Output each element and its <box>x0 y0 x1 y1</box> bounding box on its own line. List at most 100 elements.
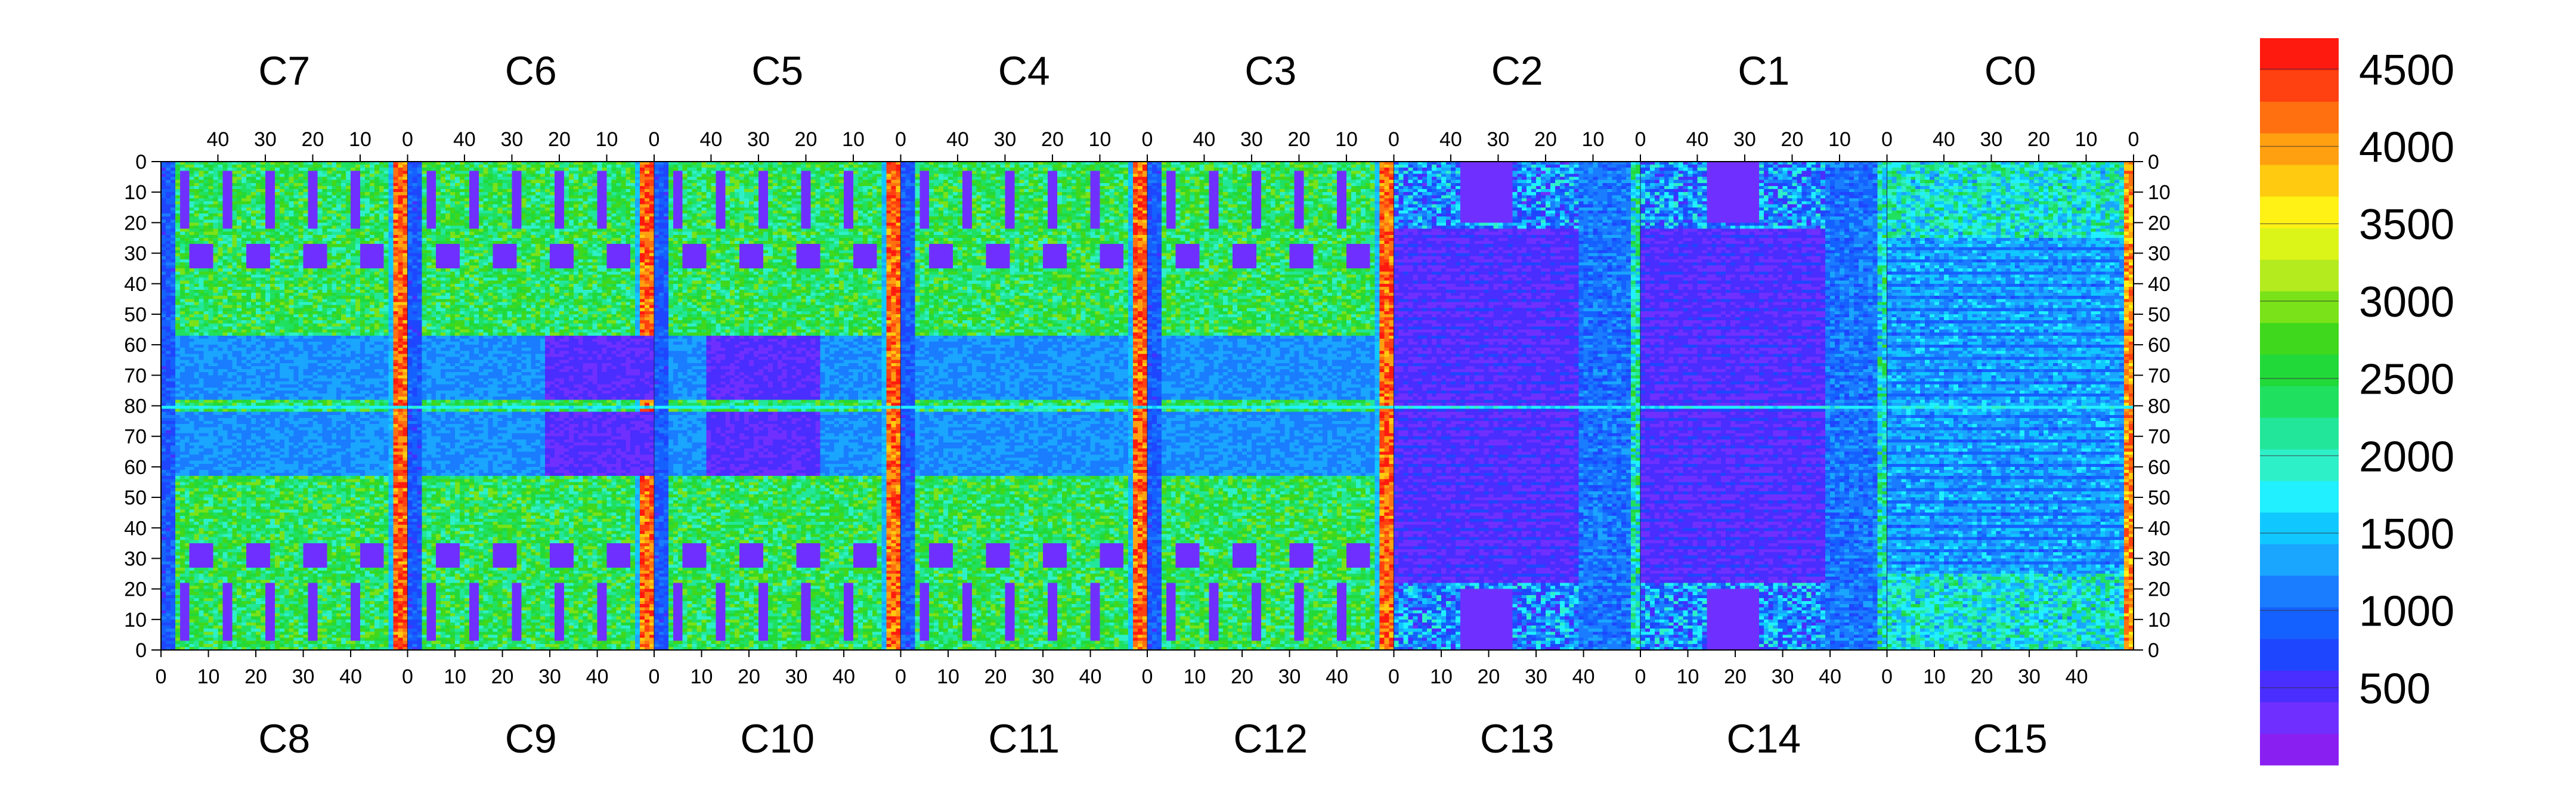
y-tick-label-right: 50 <box>2148 487 2171 509</box>
bottom-x-tick-label: 0 <box>1635 665 1646 688</box>
bottom-x-tick-label: 30 <box>1032 665 1054 688</box>
bottom-x-tick-label: 20 <box>1231 665 1253 688</box>
top-x-tick-label: 0 <box>1635 128 1646 151</box>
top-x-tick-label: 30 <box>501 128 524 151</box>
colorbar-band <box>2260 386 2339 418</box>
chip-label-bottom: C15 <box>1973 716 2048 761</box>
top-x-tick-label: 20 <box>1288 128 1311 151</box>
colorbar-band <box>2260 38 2339 70</box>
y-tick-label-left: 40 <box>124 273 147 296</box>
bottom-x-tick-label: 0 <box>1142 665 1153 688</box>
chip-label-bottom: C11 <box>988 716 1060 761</box>
colorbar-band <box>2260 733 2339 766</box>
y-tick-label-left: 70 <box>124 364 147 387</box>
y-tick-label-right: 30 <box>2148 547 2171 570</box>
bottom-x-tick-label: 40 <box>586 665 609 688</box>
y-tick-label-right: 60 <box>2148 456 2171 479</box>
bottom-x-tick-label: 20 <box>1971 665 1993 688</box>
colorbar-tick-label: 1000 <box>2359 588 2454 636</box>
y-tick-label-right: 10 <box>2148 609 2171 631</box>
bottom-x-tick-label: 20 <box>1478 665 1500 688</box>
colorbar-band <box>2260 607 2339 639</box>
y-tick-label-left: 50 <box>124 304 147 326</box>
top-x-tick-label: 40 <box>1439 128 1462 151</box>
bottom-x-tick-label: 40 <box>1326 665 1348 688</box>
top-x-tick-label: 0 <box>895 128 906 151</box>
chip-label-bottom: C10 <box>740 716 815 761</box>
colorbar: 500 1000 1500 2000 2500 3000 3500 4000 4500 <box>2260 38 2454 766</box>
bottom-x-tick-label: 40 <box>1819 665 1841 688</box>
y-tick-label-left: 40 <box>124 517 147 540</box>
top-x-tick-label: 10 <box>1582 128 1605 151</box>
top-x-tick-label: 40 <box>1686 128 1709 151</box>
colorbar-tick-label: 2000 <box>2359 433 2454 481</box>
bottom-x-tick-label: 20 <box>738 665 760 688</box>
bottom-x-tick-label: 0 <box>649 665 660 688</box>
bottom-x-tick-label: 10 <box>1184 665 1206 688</box>
bottom-x-tick-label: 40 <box>832 665 855 688</box>
bottom-x-tick-label: 10 <box>1677 665 1699 688</box>
bottom-x-tick-label: 30 <box>1772 665 1794 688</box>
top-x-tick-label: 20 <box>795 128 818 151</box>
y-tick-label-left: 80 <box>124 395 147 418</box>
y-tick-label-right: 70 <box>2148 426 2171 448</box>
colorbar-tick-label: 2500 <box>2359 356 2454 404</box>
y-tick-label-left: 10 <box>124 181 147 204</box>
chip-label-top: C2 <box>1491 48 1543 94</box>
chip-label-top: C6 <box>505 48 557 94</box>
top-x-tick-label: 0 <box>1142 128 1153 151</box>
top-x-tick-label: 30 <box>994 128 1017 151</box>
bottom-x-tick-label: 0 <box>1881 665 1893 688</box>
chip-separator-lines <box>407 162 1887 650</box>
y-tick-label-left: 50 <box>124 487 147 509</box>
chip-label-top: C1 <box>1738 48 1789 94</box>
colorbar-band <box>2260 354 2339 386</box>
y-tick-label-right: 20 <box>2148 212 2171 234</box>
top-x-tick-label: 10 <box>349 128 371 151</box>
chip-label-top: C7 <box>258 48 310 94</box>
chip-label-top: C5 <box>751 48 803 94</box>
y-tick-label-right: 0 <box>2148 639 2159 662</box>
bottom-x-tick-label: 40 <box>339 665 362 688</box>
chip-labels: C7 C8 C6 C9 C5 C10 C4 C11 C3 C12 C2 C13 C1 C14 C0 C15 <box>258 48 2047 761</box>
colorbar-band <box>2260 165 2339 197</box>
bottom-x-tick-label: 0 <box>1388 665 1400 688</box>
y-tick-label-left: 10 <box>124 609 147 631</box>
top-x-tick-label: 40 <box>1193 128 1216 151</box>
bottom-x-tick-label: 20 <box>984 665 1007 688</box>
colorbar-band <box>2260 639 2339 671</box>
y-tick-label-right: 30 <box>2148 243 2171 265</box>
chip-label-bottom: C8 <box>258 716 310 761</box>
y-tick-label-left: 0 <box>135 151 147 174</box>
top-x-tick-label: 30 <box>1980 128 2003 151</box>
chip-label-top: C3 <box>1244 48 1296 94</box>
top-x-tick-label: 40 <box>946 128 969 151</box>
top-x-tick-label: 30 <box>254 128 277 151</box>
top-x-tick-label: 40 <box>207 128 230 151</box>
colorbar-band <box>2260 575 2339 608</box>
top-x-tick-label: 30 <box>1733 128 1756 151</box>
chip-label-top: C0 <box>1984 48 2036 94</box>
y-tick-label-right: 50 <box>2148 304 2171 326</box>
top-x-tick-label: 20 <box>548 128 571 151</box>
colorbar-band <box>2260 101 2339 134</box>
top-x-tick-label: 20 <box>1781 128 1804 151</box>
colorbar-band <box>2260 417 2339 450</box>
y-tick-label-right: 60 <box>2148 334 2171 357</box>
colorbar-band <box>2260 228 2339 260</box>
colorbar-band <box>2260 291 2339 323</box>
top-x-tick-label: 20 <box>302 128 324 151</box>
bottom-x-tick-label: 10 <box>444 665 466 688</box>
colorbar-band <box>2260 259 2339 292</box>
bottom-x-tick-label: 30 <box>538 665 561 688</box>
chip-label-bottom: C12 <box>1233 716 1308 761</box>
top-x-tick-label: 0 <box>649 128 660 151</box>
chip-label-bottom: C14 <box>1726 716 1801 761</box>
y-tick-label-left: 70 <box>124 426 147 448</box>
y-tick-label-right: 70 <box>2148 364 2171 387</box>
bottom-x-tick-label: 10 <box>937 665 959 688</box>
colorbar-tick-label: 3000 <box>2359 278 2454 326</box>
y-tick-label-left: 60 <box>124 456 147 479</box>
